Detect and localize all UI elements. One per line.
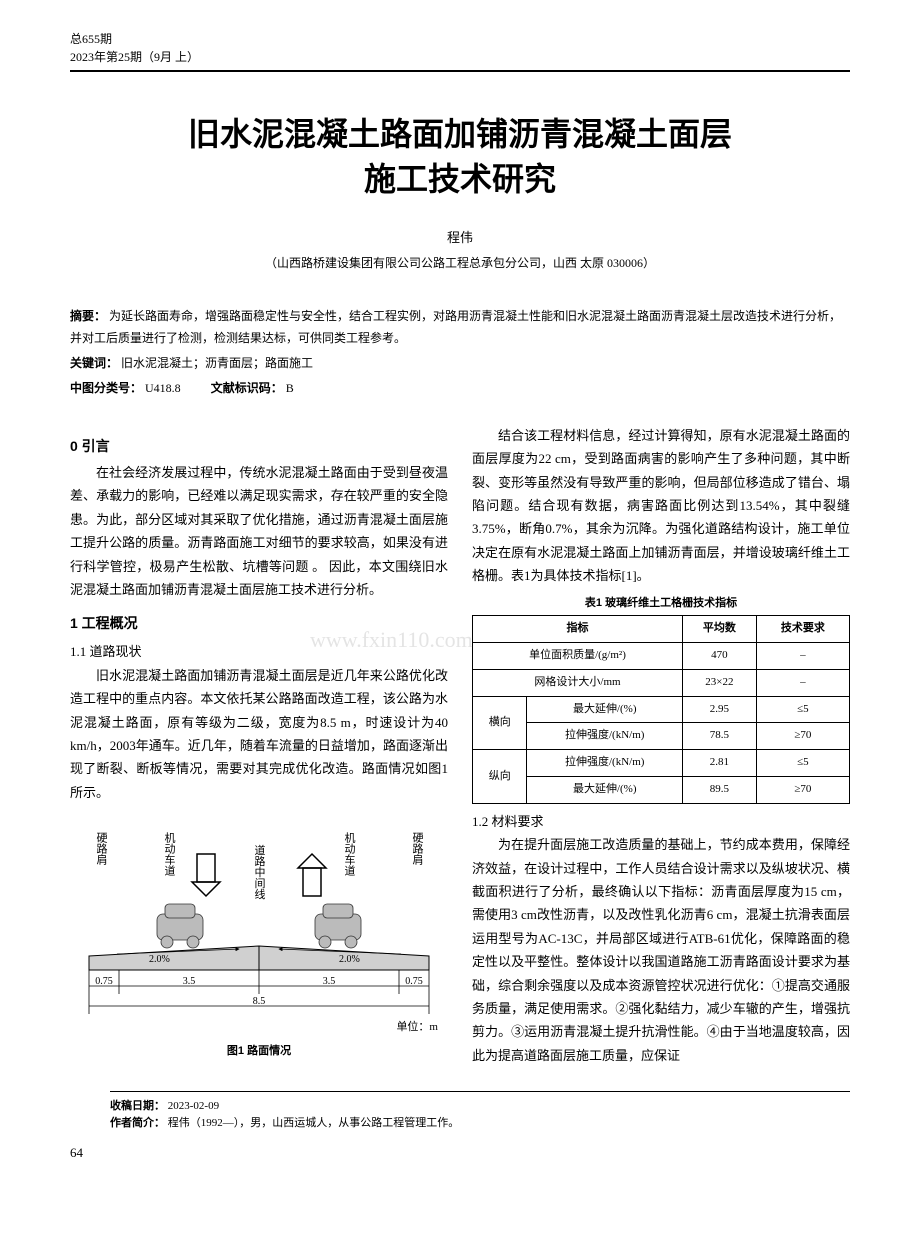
svg-text:0.75: 0.75 [405,976,423,987]
title-line2: 施工技术研究 [364,161,556,197]
svg-text:3.5: 3.5 [183,976,196,987]
table-row: 最大延伸/(%) 89.5 ≥70 [473,777,850,804]
table-1-caption: 表1 玻璃纤维土工格栅技术指标 [472,594,850,614]
svg-text:0.75: 0.75 [95,976,113,987]
table-header: 指标 [473,616,683,643]
author: 程伟 [70,226,850,249]
author-bio-label: 作者简介： [110,1117,165,1129]
section-0-p1: 在社会经济发展过程中，传统水泥混凝土路面由于受到昼夜温差、承载力的影响，已经难以… [70,461,448,601]
table-row: 网格设计大小/mm 23×22 – [473,669,850,696]
doc-code-value: B [286,381,294,395]
table-row: 横向 最大延伸/(%) 2.95 ≤5 [473,696,850,723]
table-row: 拉伸强度/(kN/m) 78.5 ≥70 [473,723,850,750]
svg-text:机动车道: 机动车道 [163,831,176,876]
abstract-text: 为延长路面寿命，增强路面稳定性与安全性，结合工程实例，对路用沥青混凝土性能和旧水… [70,309,841,346]
doc-code-label: 文献标识码： [211,381,283,395]
affiliation: （山西路桥建设集团有限公司公路工程总承包分公司，山西 太原 030006） [70,253,850,275]
row-group-label: 纵向 [473,750,527,804]
clc-label: 中图分类号： [70,381,142,395]
issue-total: 总655期 [70,30,850,48]
figure-1-unit: 单位：m [70,1018,438,1038]
after-fig-p: 结合该工程材料信息，经过计算得知，原有水泥混凝土路面的面层厚度为22 cm，受到… [472,424,850,588]
clc-value: U418.8 [145,381,181,395]
subsection-11-p: 旧水泥混凝土路面加铺沥青混凝土面层是近几年来公路优化改造工程中的重点内容。本文依… [70,664,448,804]
svg-text:道路中间线: 道路中间线 [253,843,266,899]
abstract-label: 摘要： [70,309,106,323]
table-header: 技术要求 [756,616,849,643]
figure-1-caption: 图1 路面情况 [70,1042,448,1062]
table-1: 指标 平均数 技术要求 单位面积质量/(g/m²) 470 – 网格设计大小/m… [472,615,850,804]
subsection-12-p: 为在提升面层施工改造质量的基础上，节约成本费用，保障经济效益，在设计过程中，工作… [472,833,850,1067]
keywords-text: 旧水泥混凝土；沥青面层；路面施工 [121,356,313,370]
subsection-11-title: 1.1 道路现状 [70,640,448,663]
table-header: 平均数 [682,616,756,643]
page-number: 64 [70,1141,850,1164]
section-0-title: 0 引言 [70,434,448,459]
svg-text:机动车道: 机动车道 [343,831,356,876]
issue-detail: 2023年第25期（9月 上） [70,48,850,66]
down-arrow-icon [192,854,220,896]
subsection-12-title: 1.2 材料要求 [472,810,850,833]
road-cross-section-svg: 硬路肩 机动车道 机动车道 硬路肩 道路中间线 [79,814,439,1034]
section-1-title: 1 工程概况 [70,611,448,636]
title-line1: 旧水泥混凝土路面加铺沥青混凝土面层 [188,116,732,152]
svg-text:3.5: 3.5 [323,976,336,987]
footer-notes: 收稿日期： 2023-02-09 作者简介： 程伟（1992—），男，山西运城人… [110,1091,850,1133]
svg-text:硬路肩: 硬路肩 [95,832,108,866]
table-row: 单位面积质量/(g/m²) 470 – [473,643,850,670]
figure-1: 硬路肩 机动车道 机动车道 硬路肩 道路中间线 [70,814,448,1062]
svg-text:2.0%: 2.0% [339,954,360,965]
recv-date-label: 收稿日期： [110,1100,165,1112]
author-bio: 程伟（1992—），男，山西运城人，从事公路工程管理工作。 [168,1117,460,1129]
svg-text:8.5: 8.5 [253,996,266,1007]
body-columns: 0 引言 在社会经济发展过程中，传统水泥混凝土路面由于受到昼夜温差、承载力的影响… [70,424,850,1071]
recv-date: 2023-02-09 [168,1100,219,1112]
table-row: 纵向 拉伸强度/(kN/m) 2.81 ≤5 [473,750,850,777]
svg-text:硬路肩: 硬路肩 [411,832,424,866]
svg-text:2.0%: 2.0% [149,954,170,965]
up-arrow-icon [298,854,326,896]
row-group-label: 横向 [473,696,527,750]
keywords-label: 关键词： [70,356,118,370]
journal-header: 总655期 2023年第25期（9月 上） [70,30,850,72]
article-title: 旧水泥混凝土路面加铺沥青混凝土面层 施工技术研究 [70,112,850,202]
abstract-block: 摘要： 为延长路面寿命，增强路面稳定性与安全性，结合工程实例，对路用沥青混凝土性… [70,305,850,400]
